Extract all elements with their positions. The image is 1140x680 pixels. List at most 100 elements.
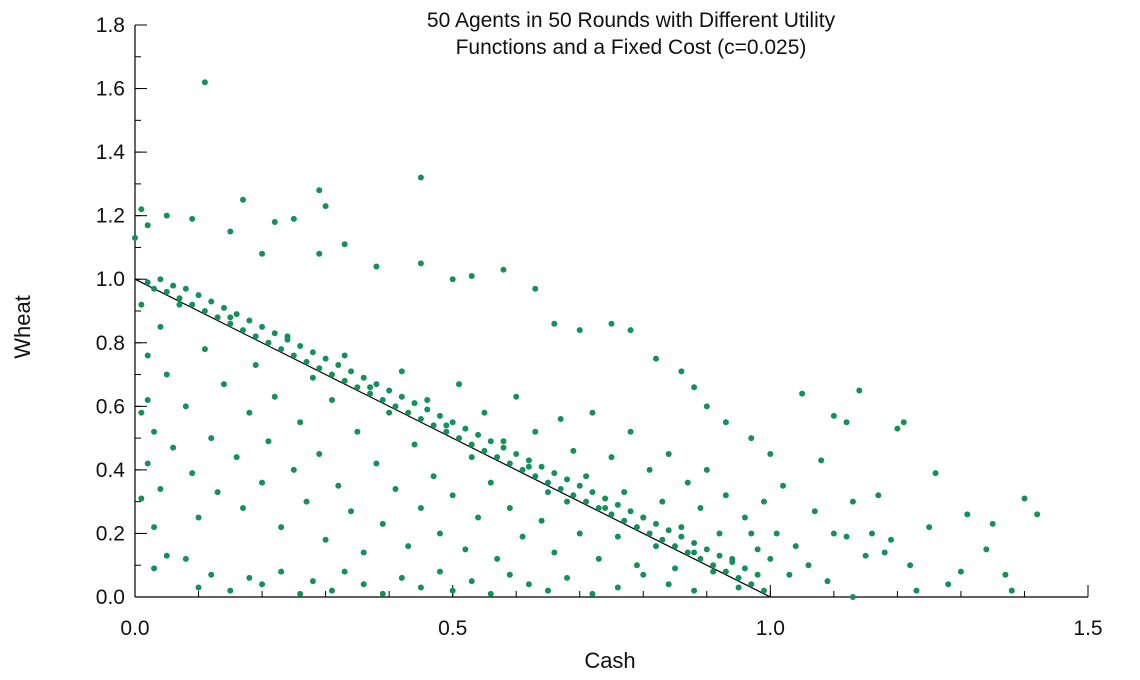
data-point <box>360 581 367 588</box>
data-point <box>678 368 685 375</box>
data-point <box>176 301 183 308</box>
data-point <box>716 530 723 537</box>
data-point <box>691 587 698 594</box>
data-point <box>201 346 208 353</box>
data-point <box>659 536 666 543</box>
data-point <box>271 393 278 400</box>
chart-title-line-1: 50 Agents in 50 Rounds with Different Ut… <box>427 9 836 32</box>
data-point <box>265 438 272 445</box>
data-point <box>271 330 278 337</box>
data-point <box>138 301 145 308</box>
data-point <box>360 549 367 556</box>
data-point <box>564 574 571 581</box>
data-point <box>754 571 761 578</box>
data-point <box>932 470 939 477</box>
data-point <box>316 187 323 194</box>
data-point <box>659 498 666 505</box>
data-point <box>716 552 723 559</box>
data-points <box>132 79 1041 600</box>
data-point <box>443 428 450 435</box>
data-point <box>449 419 456 426</box>
data-point <box>170 282 177 289</box>
data-point <box>278 524 285 531</box>
data-point <box>144 222 151 229</box>
data-point <box>506 571 513 578</box>
data-point <box>646 466 653 473</box>
data-point <box>792 543 799 550</box>
data-point <box>328 587 335 594</box>
data-point <box>576 530 583 537</box>
data-point <box>665 581 672 588</box>
data-point <box>417 584 424 591</box>
data-point <box>824 578 831 585</box>
data-point <box>500 266 507 273</box>
y-tick-label: 1.8 <box>96 14 125 37</box>
data-point <box>583 498 590 505</box>
data-point <box>386 387 393 394</box>
data-point <box>138 409 145 416</box>
data-point <box>354 428 361 435</box>
data-point <box>894 425 901 432</box>
data-point <box>589 489 596 496</box>
data-point <box>163 371 170 378</box>
data-point <box>424 396 431 403</box>
data-point <box>144 352 151 359</box>
data-point <box>417 174 424 181</box>
data-point <box>348 508 355 515</box>
data-point <box>652 355 659 362</box>
data-point <box>341 352 348 359</box>
data-point <box>144 460 151 467</box>
data-point <box>290 352 297 359</box>
data-point <box>691 539 698 546</box>
data-point <box>544 479 551 486</box>
data-point <box>284 336 291 343</box>
data-point <box>182 285 189 292</box>
data-point <box>1034 511 1041 518</box>
data-point <box>672 543 679 550</box>
data-point <box>494 454 501 461</box>
data-point <box>564 476 571 483</box>
data-point <box>214 314 221 321</box>
data-point <box>373 381 380 388</box>
data-point <box>487 438 494 445</box>
data-point <box>487 590 494 597</box>
data-point <box>614 501 621 508</box>
data-point <box>989 520 996 527</box>
data-point <box>672 565 679 572</box>
data-point <box>398 368 405 375</box>
data-point <box>341 241 348 248</box>
data-point <box>627 508 634 515</box>
data-point <box>589 409 596 416</box>
data-point <box>710 568 717 575</box>
data-point <box>481 409 488 416</box>
data-point <box>849 498 856 505</box>
data-point <box>138 495 145 502</box>
data-point <box>392 403 399 410</box>
data-point <box>691 549 698 556</box>
data-point <box>252 362 259 369</box>
data-point <box>532 285 539 292</box>
x-tick-label: 0.5 <box>438 617 467 640</box>
data-point <box>595 555 602 562</box>
data-point <box>532 473 539 480</box>
data-point <box>341 377 348 384</box>
data-point <box>849 594 856 600</box>
data-point <box>551 549 558 556</box>
data-point <box>722 568 729 575</box>
data-point <box>799 390 806 397</box>
data-point <box>151 428 158 435</box>
axis-tick-labels: 0.0 0.5 1.0 1.5 0.0 0.2 0.4 0.6 0.8 1.0 1.2 1.4 1.6 1… <box>96 14 1103 640</box>
data-point <box>259 250 266 257</box>
data-point <box>214 489 221 496</box>
x-tick-label: 1.0 <box>756 617 785 640</box>
data-point <box>417 260 424 267</box>
data-point <box>303 358 310 365</box>
data-point <box>430 473 437 480</box>
data-point <box>640 514 647 521</box>
data-point <box>189 470 196 477</box>
data-point <box>335 362 342 369</box>
data-point <box>151 565 158 572</box>
data-point <box>240 327 247 334</box>
data-point <box>760 587 767 594</box>
data-point <box>640 571 647 578</box>
